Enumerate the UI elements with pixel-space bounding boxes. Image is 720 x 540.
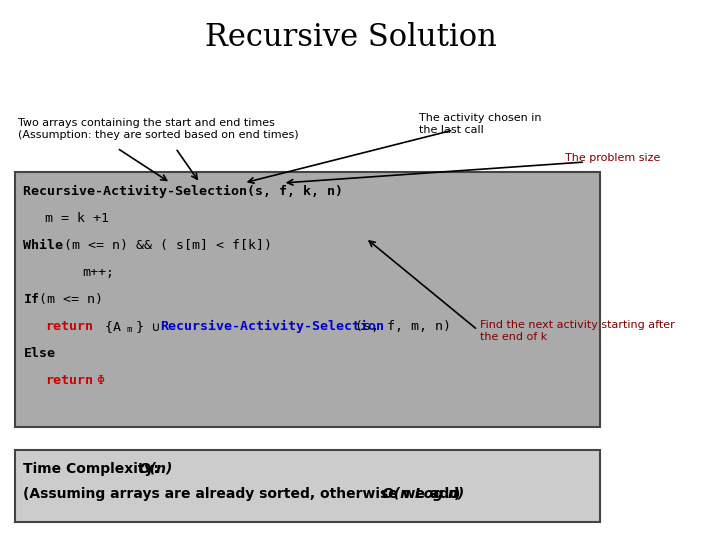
Text: (m <= n): (m <= n) — [39, 293, 103, 306]
Text: {A: {A — [96, 320, 120, 333]
Text: (Assuming arrays are already sorted, otherwise we add: (Assuming arrays are already sorted, oth… — [23, 487, 464, 501]
Text: While: While — [23, 239, 63, 252]
Text: m: m — [127, 325, 132, 334]
Text: Φ: Φ — [96, 374, 104, 387]
Text: Recursive Solution: Recursive Solution — [205, 23, 497, 53]
Text: Two arrays containing the start and end times
(Assumption: they are sorted based: Two arrays containing the start and end … — [17, 118, 298, 140]
Text: return: return — [45, 374, 93, 387]
Text: m = k +1: m = k +1 — [45, 212, 109, 225]
Text: O(n): O(n) — [138, 462, 173, 476]
FancyBboxPatch shape — [14, 450, 600, 522]
Text: Find the next activity starting after
the end of k: Find the next activity starting after th… — [480, 320, 675, 342]
Text: return: return — [45, 320, 93, 333]
Text: Time Complexity:: Time Complexity: — [23, 462, 164, 476]
Text: Recursive-Activity-Selection: Recursive-Activity-Selection — [160, 320, 384, 333]
Text: O(n Log n): O(n Log n) — [382, 487, 464, 501]
Text: The problem size: The problem size — [565, 153, 661, 163]
Text: If: If — [23, 293, 40, 306]
Text: (s, f, m, n): (s, f, m, n) — [355, 320, 451, 333]
Text: (m <= n) && ( s[m] < f[k]): (m <= n) && ( s[m] < f[k]) — [64, 239, 272, 252]
Text: Recursive-Activity-Selection(s, f, k, n): Recursive-Activity-Selection(s, f, k, n) — [23, 185, 343, 198]
Text: The activity chosen in
the last call: The activity chosen in the last call — [419, 113, 541, 134]
Text: } ∪: } ∪ — [135, 320, 168, 333]
Text: m++;: m++; — [82, 266, 114, 279]
FancyBboxPatch shape — [14, 172, 600, 427]
Text: ): ) — [454, 487, 461, 501]
Text: Else: Else — [23, 347, 55, 360]
